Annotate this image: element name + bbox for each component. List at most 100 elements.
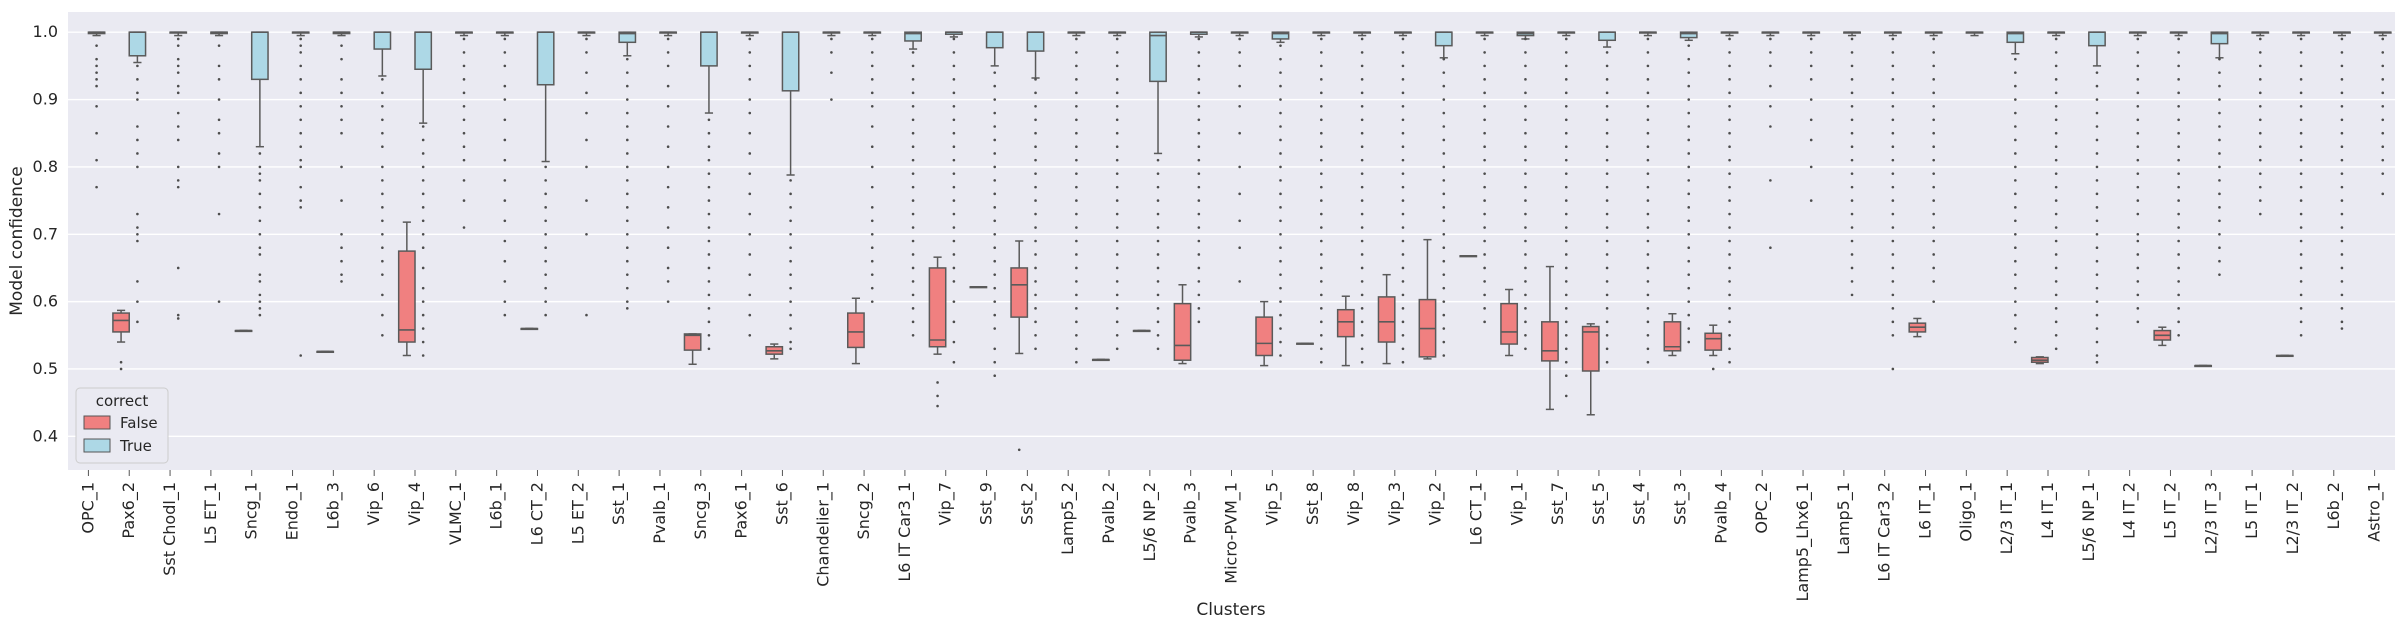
flier-point [748, 98, 752, 101]
flier-point [1320, 145, 1323, 149]
flier-point [2095, 300, 2099, 303]
flier-point [2299, 118, 2303, 122]
flier-point [462, 199, 466, 202]
flier-point [625, 71, 629, 74]
flier-point [2177, 91, 2180, 95]
flier-point [870, 145, 874, 149]
flier-point [870, 219, 874, 223]
x-tick-label: OPC_1 [78, 482, 98, 534]
flier-point [1442, 98, 1446, 101]
true-box-group [1802, 31, 1821, 202]
flier-point [666, 64, 670, 68]
flier-point [2054, 333, 2058, 337]
flier-point [1034, 185, 1037, 189]
flier-point [1401, 320, 1405, 324]
true-box-group [1638, 31, 1657, 364]
flier-point [1524, 293, 1527, 297]
flier-point [870, 37, 874, 41]
x-tick-label: Vip_4 [405, 482, 425, 525]
flier-point [2054, 199, 2058, 202]
flier-point [2218, 192, 2221, 196]
flier-point [993, 374, 997, 378]
flier-point [1197, 37, 1201, 41]
flier-point [1401, 226, 1405, 229]
flier-point [2177, 51, 2180, 54]
flier-point [119, 360, 123, 364]
flier-point [1891, 64, 1895, 68]
false-box-group [1173, 284, 1192, 365]
flier-point [1320, 172, 1323, 175]
flier-point [748, 253, 752, 256]
true-box [1598, 31, 1617, 42]
flier-point [2299, 199, 2303, 202]
flier-point [1564, 394, 1568, 398]
flier-point [1279, 327, 1282, 330]
flier-point [1360, 226, 1364, 229]
flier-point [462, 118, 466, 122]
flier-point [1524, 333, 1527, 337]
flier-point [2218, 246, 2221, 250]
flier-point [1809, 64, 1813, 68]
flier-point [1483, 239, 1486, 243]
flier-point [1360, 347, 1364, 351]
flier-point [625, 300, 629, 303]
flier-point [217, 300, 221, 303]
flier-point [666, 226, 670, 229]
flier-point [748, 192, 752, 196]
flier-point [1564, 185, 1568, 189]
flier-point [1442, 111, 1446, 115]
flier-point [1687, 340, 1691, 344]
false-box-group [1296, 342, 1314, 345]
flier-point [2258, 51, 2262, 54]
flier-point [1483, 320, 1486, 324]
flier-point [1483, 118, 1486, 122]
flier-point [993, 125, 997, 128]
flier-point [2340, 172, 2344, 175]
flier-point [217, 44, 221, 47]
flier-point [503, 313, 507, 317]
flier-point [381, 78, 384, 81]
flier-point [381, 333, 384, 337]
flier-point [95, 158, 98, 162]
flier-point [1809, 78, 1813, 81]
true-box [1434, 31, 1453, 47]
flier-point [1360, 293, 1364, 297]
flier-point [1401, 360, 1405, 364]
flier-point [421, 179, 425, 182]
flier-point [136, 64, 139, 68]
flier-point [1238, 84, 1241, 88]
flier-point [1524, 253, 1527, 256]
flier-point [421, 206, 425, 209]
flier-point [1850, 51, 1854, 54]
flier-point [176, 57, 180, 61]
flier-point [1197, 199, 1201, 202]
false-box-group [1336, 295, 1355, 367]
flier-point [911, 185, 915, 189]
flier-point [1564, 360, 1568, 364]
flier-point [1850, 172, 1854, 175]
flier-point [870, 51, 874, 54]
true-box-group [2128, 31, 2147, 324]
flier-point [1075, 199, 1078, 202]
flier-point [2136, 158, 2140, 162]
x-tick-label: L5 ET_1 [201, 482, 221, 544]
flier-point [830, 98, 833, 101]
true-box [700, 31, 718, 67]
false-box [1010, 267, 1029, 318]
flier-point [544, 165, 547, 169]
flier-point [2299, 51, 2303, 54]
flier-point [503, 199, 507, 202]
flier-point [1279, 340, 1282, 344]
flier-point [340, 118, 343, 122]
false-box-group [1010, 240, 1029, 452]
flier-point [340, 259, 343, 263]
flier-point [421, 192, 425, 196]
flier-point [1401, 64, 1405, 68]
flier-point [340, 199, 343, 202]
flier-point [1605, 91, 1609, 95]
flier-point [585, 71, 588, 74]
flier-point [2136, 51, 2140, 54]
flier-point [936, 394, 939, 398]
flier-point [1524, 51, 1527, 54]
flier-point [258, 192, 262, 196]
